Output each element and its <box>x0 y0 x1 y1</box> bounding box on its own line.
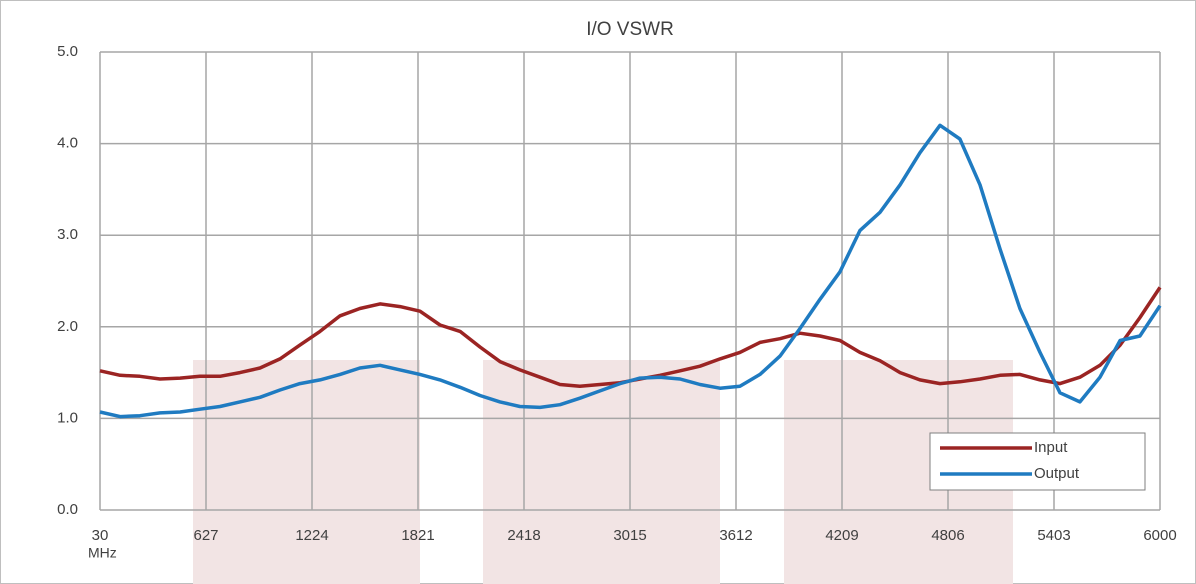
x-tick-label: 4209 <box>825 527 858 544</box>
y-tick-label: 2.0 <box>57 318 78 335</box>
x-tick-label: 30 <box>92 527 109 544</box>
x-tick-label: 6000 <box>1143 527 1176 544</box>
x-tick-label: 5403 <box>1037 527 1070 544</box>
legend-label: Input <box>1034 439 1068 456</box>
band <box>193 360 420 584</box>
y-tick-label: 3.0 <box>57 226 78 243</box>
legend: Input Output <box>929 432 1146 491</box>
x-tick-label: 2418 <box>507 527 540 544</box>
legend-box <box>929 432 1146 491</box>
y-tick-label: 1.0 <box>57 409 78 426</box>
y-tick-label: 0.0 <box>57 501 78 518</box>
legend-label: Output <box>1034 465 1080 482</box>
x-tick-label: 1821 <box>401 527 434 544</box>
y-tick-label: 5.0 <box>57 43 78 60</box>
x-tick-label: 4806 <box>931 527 964 544</box>
y-tick-label: 4.0 <box>57 135 78 152</box>
x-tick-label: 1224 <box>295 527 328 544</box>
chart-title: I/O VSWR <box>586 19 674 40</box>
bands <box>193 360 1013 584</box>
x-tick-label: 627 <box>193 527 218 544</box>
x-tick-label: 3612 <box>719 527 752 544</box>
x-axis-label: MHz <box>88 545 117 561</box>
series-line <box>99 123 1162 419</box>
x-tick-label: 3015 <box>613 527 646 544</box>
band <box>483 360 720 584</box>
